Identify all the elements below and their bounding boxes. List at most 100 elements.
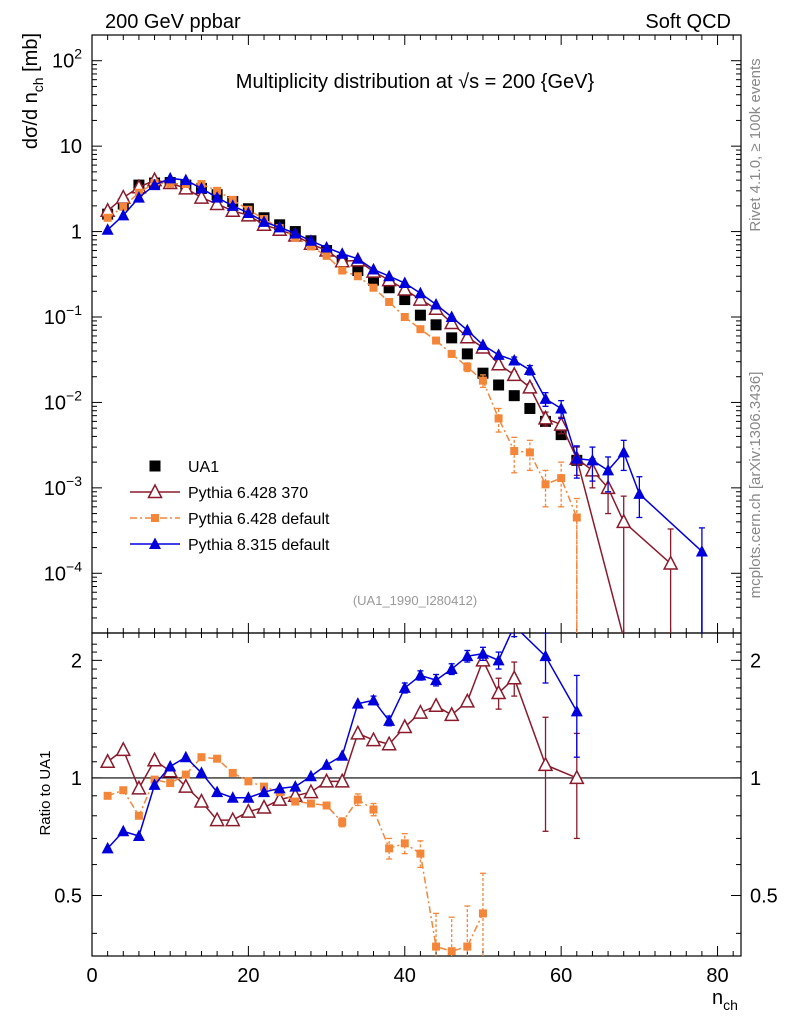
data-point-pythia-6-428-370 xyxy=(209,195,225,211)
legend-marker xyxy=(147,483,163,499)
ratio-point-pythia-8-315-default xyxy=(258,785,271,798)
y-tick-label: 1 xyxy=(71,222,82,244)
ratio-point-pythia-6-428-370 xyxy=(240,802,257,818)
legend-marker xyxy=(149,537,161,549)
ratio-point-pythia-8-315-default xyxy=(211,785,224,798)
ratio-point-pythia-6-428-default xyxy=(197,753,206,762)
ratio-point-pythia-8-315-default xyxy=(179,750,192,763)
data-point-pythia-8-315-default xyxy=(258,215,271,227)
data-point-pythia-8-315-default xyxy=(492,348,505,360)
data-point-pythia-6-428-default xyxy=(557,474,566,483)
data-point-pythia-6-428-370 xyxy=(443,314,460,330)
data-point-pythia-8-315-default xyxy=(633,487,646,499)
data-point-pythia-8-315-default xyxy=(617,445,630,458)
data-point-pythia-6-428-370 xyxy=(662,554,679,570)
data-point-pythia-6-428-370 xyxy=(490,355,507,371)
ratio-point-pythia-8-315-default xyxy=(336,749,349,761)
data-point-pythia-8-315-default xyxy=(508,353,521,366)
data-point-pythia-6-428-370 xyxy=(537,409,554,425)
data-point-pythia-8-315-default xyxy=(211,191,224,203)
data-point-pythia-6-428-default xyxy=(353,272,362,281)
ratio-point-pythia-6-428-370 xyxy=(506,669,522,685)
ratio-series-group xyxy=(99,633,585,956)
ratio-point-pythia-8-315-default xyxy=(539,649,552,662)
ratio-point-pythia-8-315-default xyxy=(132,829,145,842)
data-point-pythia-8-315-default xyxy=(586,453,599,466)
data-point-pythia-6-428-default xyxy=(541,480,550,489)
data-point-ua1 xyxy=(399,294,411,306)
data-point-ua1 xyxy=(524,402,536,414)
data-point-pythia-8-315-default xyxy=(117,208,130,221)
data-point-ua1 xyxy=(446,332,458,344)
ratio-line-pythia-8-315-default xyxy=(107,633,578,849)
ratio-point-pythia-6-428-370 xyxy=(256,798,272,814)
ratio-point-pythia-8-315-default xyxy=(320,758,333,770)
data-point-pythia-8-315-default xyxy=(336,247,349,259)
ratio-point-pythia-8-315-default xyxy=(304,769,317,782)
header-left: 200 GeV ppbar xyxy=(105,11,241,33)
data-point-ua1 xyxy=(367,274,379,286)
x-tick-label: 60 xyxy=(550,965,572,987)
data-point-pythia-6-428-default xyxy=(416,325,425,334)
data-point-pythia-6-428-370 xyxy=(506,366,522,382)
main-series-group xyxy=(99,171,708,633)
ratio-point-pythia-6-428-default xyxy=(119,786,128,795)
ratio-point-pythia-6-428-370 xyxy=(209,811,225,827)
data-point-pythia-6-428-default xyxy=(306,242,315,251)
y-tick-label: 10 xyxy=(60,136,82,158)
data-point-pythia-6-428-default xyxy=(166,179,175,188)
data-point-pythia-8-315-default xyxy=(242,206,255,218)
data-point-pythia-8-315-default xyxy=(461,323,474,336)
ratio-point-pythia-8-315-default xyxy=(367,693,380,706)
ratio-point-pythia-6-428-370 xyxy=(397,718,413,734)
ratio-point-pythia-6-428-370 xyxy=(350,724,366,740)
data-point-pythia-8-315-default xyxy=(430,298,443,310)
legend-label: Pythia 6.428 370 xyxy=(188,485,308,502)
data-point-pythia-8-315-default xyxy=(320,241,333,253)
y-tick-label: 10−1 xyxy=(44,302,82,329)
ratio-point-pythia-6-428-370 xyxy=(178,778,194,793)
data-point-pythia-8-315-default xyxy=(539,392,552,404)
ratio-point-pythia-8-315-default xyxy=(226,791,239,803)
ratio-point-pythia-8-315-default xyxy=(164,759,177,772)
header-right: Soft QCD xyxy=(645,11,731,33)
data-point-pythia-6-428-default xyxy=(213,186,222,195)
data-point-pythia-8-315-default xyxy=(570,452,583,464)
data-point-pythia-6-428-default xyxy=(525,448,534,457)
data-point-pythia-8-315-default xyxy=(289,226,302,239)
ratio-point-pythia-8-315-default xyxy=(148,778,161,790)
data-point-pythia-8-315-default xyxy=(304,234,317,246)
data-point-pythia-6-428-default xyxy=(572,513,581,522)
x-tick-label: 80 xyxy=(706,965,728,987)
ratio-point-pythia-8-315-default xyxy=(476,647,489,659)
ratio-point-pythia-6-428-default xyxy=(103,791,112,800)
ratio-point-pythia-6-428-370 xyxy=(303,783,319,799)
ratio-point-pythia-8-315-default xyxy=(570,704,583,717)
ratio-point-pythia-6-428-370 xyxy=(443,706,460,722)
ratio-point-pythia-8-315-default xyxy=(273,781,286,794)
data-point-ua1 xyxy=(461,348,473,360)
data-point-pythia-6-428-default xyxy=(494,414,503,423)
ratio-point-pythia-6-428-370 xyxy=(225,811,241,827)
ratio-point-pythia-8-315-default xyxy=(289,780,302,792)
data-point-ua1 xyxy=(508,390,520,402)
data-point-ua1 xyxy=(555,429,567,441)
rivet-version-label: Rivet 4.1.0, ≥ 100k events xyxy=(747,58,764,231)
data-point-pythia-8-315-default xyxy=(414,286,427,299)
ratio-point-pythia-8-315-default xyxy=(445,662,458,675)
ratio-point-pythia-6-428-default xyxy=(166,779,175,788)
data-point-pythia-8-315-default xyxy=(164,171,177,184)
data-point-pythia-8-315-default xyxy=(445,310,458,323)
ratio-line-pythia-6-428-370 xyxy=(107,658,578,821)
x-tick-label: 20 xyxy=(237,965,259,987)
legend-marker xyxy=(151,514,159,522)
data-point-pythia-6-428-default xyxy=(103,213,112,222)
ratio-point-pythia-6-428-370 xyxy=(146,751,163,767)
data-point-pythia-8-315-default xyxy=(351,252,364,264)
y-axis-label: dσ/d nch [mb] xyxy=(20,33,46,149)
data-point-pythia-8-315-default xyxy=(195,181,208,194)
ratio-point-pythia-6-428-default xyxy=(244,777,253,786)
data-point-pythia-8-315-default xyxy=(101,223,114,235)
ratio-point-pythia-6-428-default xyxy=(463,942,472,951)
